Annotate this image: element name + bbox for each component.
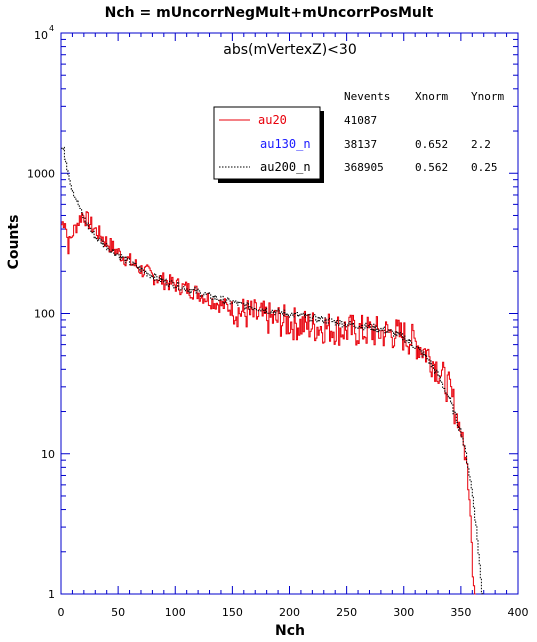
y-axis-label: Counts [6,215,22,270]
table-cell-nevents: 38137 [344,138,377,151]
x-tick-label: 0 [58,606,65,619]
norm-table: Nevents Xnorm Ynorm 41087 38137 0.652 2.… [344,90,504,174]
x-axis-label: Nch [275,623,305,639]
x-tick-label: 300 [393,606,414,619]
legend-label: au130_n [260,137,311,151]
x-tick-label: 100 [165,606,186,619]
x-tick-label: 250 [336,606,357,619]
legend: au20 au130_n au200_n [213,106,324,183]
y-tick-label: 10 [34,29,48,42]
table-cell-ynorm: 0.25 [471,161,498,174]
x-tick-label: 350 [450,606,471,619]
table-header-ynorm: Ynorm [471,90,504,103]
x-tick-label: 200 [279,606,300,619]
series-line-au200_n [61,146,484,595]
table-cell-xnorm: 0.562 [415,161,448,174]
legend-label: au20 [258,113,287,127]
x-axis: 0 50 100 150 200 250 300 350 400 [58,33,529,619]
y-tick-label: 1 [48,588,55,601]
table-cell-ynorm: 2.2 [471,138,491,151]
y-tick-label: 100 [34,308,55,321]
chart-title: Nch = mUncorrNegMult+mUncorrPosMult [105,5,434,21]
x-tick-label: 150 [222,606,243,619]
series-line-au20 [61,211,476,595]
chart-subtitle: abs(mVertexZ)<30 [223,42,356,58]
table-cell-nevents: 41087 [344,114,377,127]
table-cell-xnorm: 0.652 [415,138,448,151]
table-header-nevents: Nevents [344,90,390,103]
y-tick-exponent: 4 [49,24,54,33]
y-tick-label: 10 [41,448,55,461]
x-tick-label: 400 [508,606,529,619]
x-tick-label: 50 [111,606,125,619]
series-layer [61,146,484,595]
legend-label: au200_n [260,160,311,174]
y-tick-label: 1000 [27,167,55,180]
table-cell-nevents: 368905 [344,161,384,174]
table-header-xnorm: Xnorm [415,90,448,103]
